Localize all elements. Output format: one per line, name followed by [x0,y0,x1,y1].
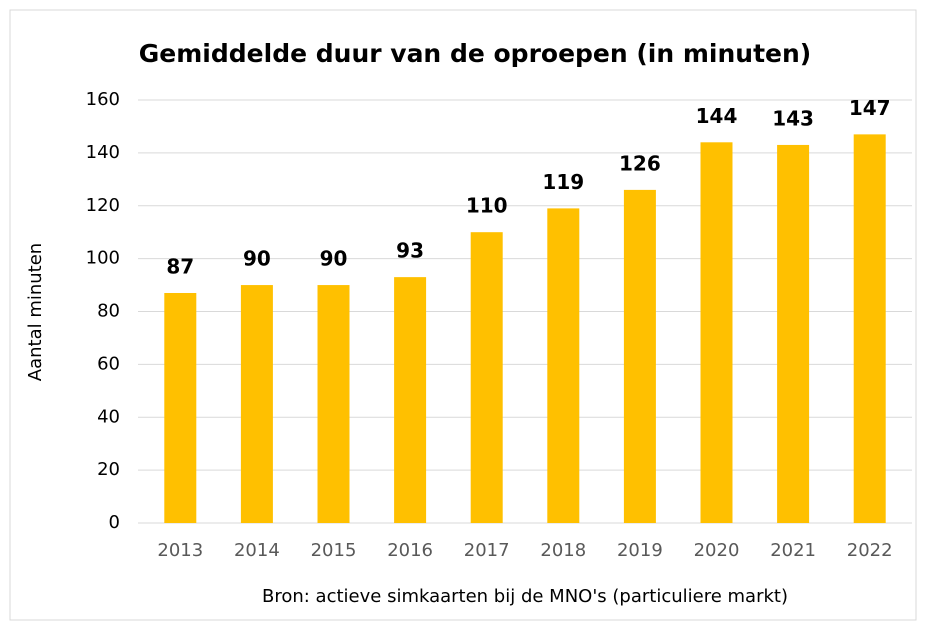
data-label: 87 [166,254,194,278]
bar [240,285,273,523]
y-tick-label: 160 [86,89,120,110]
bar [777,144,810,523]
data-label: 126 [619,151,661,175]
chart-border [9,9,917,621]
bar [547,208,580,524]
data-label: 143 [772,106,814,130]
bar [470,232,503,523]
x-tick-label: 2016 [387,540,433,561]
bar [317,285,350,523]
x-tick-label: 2015 [311,540,357,561]
y-tick-label: 0 [109,512,120,533]
x-tick-label: 2017 [464,540,510,561]
y-tick-label: 140 [86,142,120,163]
data-label: 90 [320,247,348,271]
bar [164,292,197,523]
y-tick-label: 60 [97,353,120,374]
data-label: 119 [542,170,584,194]
y-tick-label: 40 [97,406,120,427]
x-tick-label: 2019 [617,540,663,561]
x-tick-label: 2013 [157,540,203,561]
x-tick-label: 2022 [847,540,893,561]
data-label: 147 [849,96,891,120]
bar [700,142,733,524]
data-label: 90 [243,247,271,271]
data-label: 93 [396,239,424,263]
x-tick-label: 2020 [694,540,740,561]
y-tick-label: 80 [97,301,120,322]
bar [853,134,886,523]
x-axis-title: Bron: actieve simkaarten bij de MNO's (p… [262,586,788,607]
y-axis-title: Aantal minuten [25,243,46,381]
y-tick-label: 100 [86,248,120,269]
x-tick-label: 2021 [770,540,816,561]
data-label: 110 [466,194,508,218]
y-tick-label: 20 [97,459,120,480]
bar [623,189,656,523]
x-tick-label: 2018 [540,540,586,561]
x-tick-label: 2014 [234,540,280,561]
data-label: 144 [696,104,738,128]
bar [394,277,427,523]
y-tick-label: 120 [86,195,120,216]
chart-title: Gemiddelde duur van de oproepen (in minu… [139,39,811,68]
